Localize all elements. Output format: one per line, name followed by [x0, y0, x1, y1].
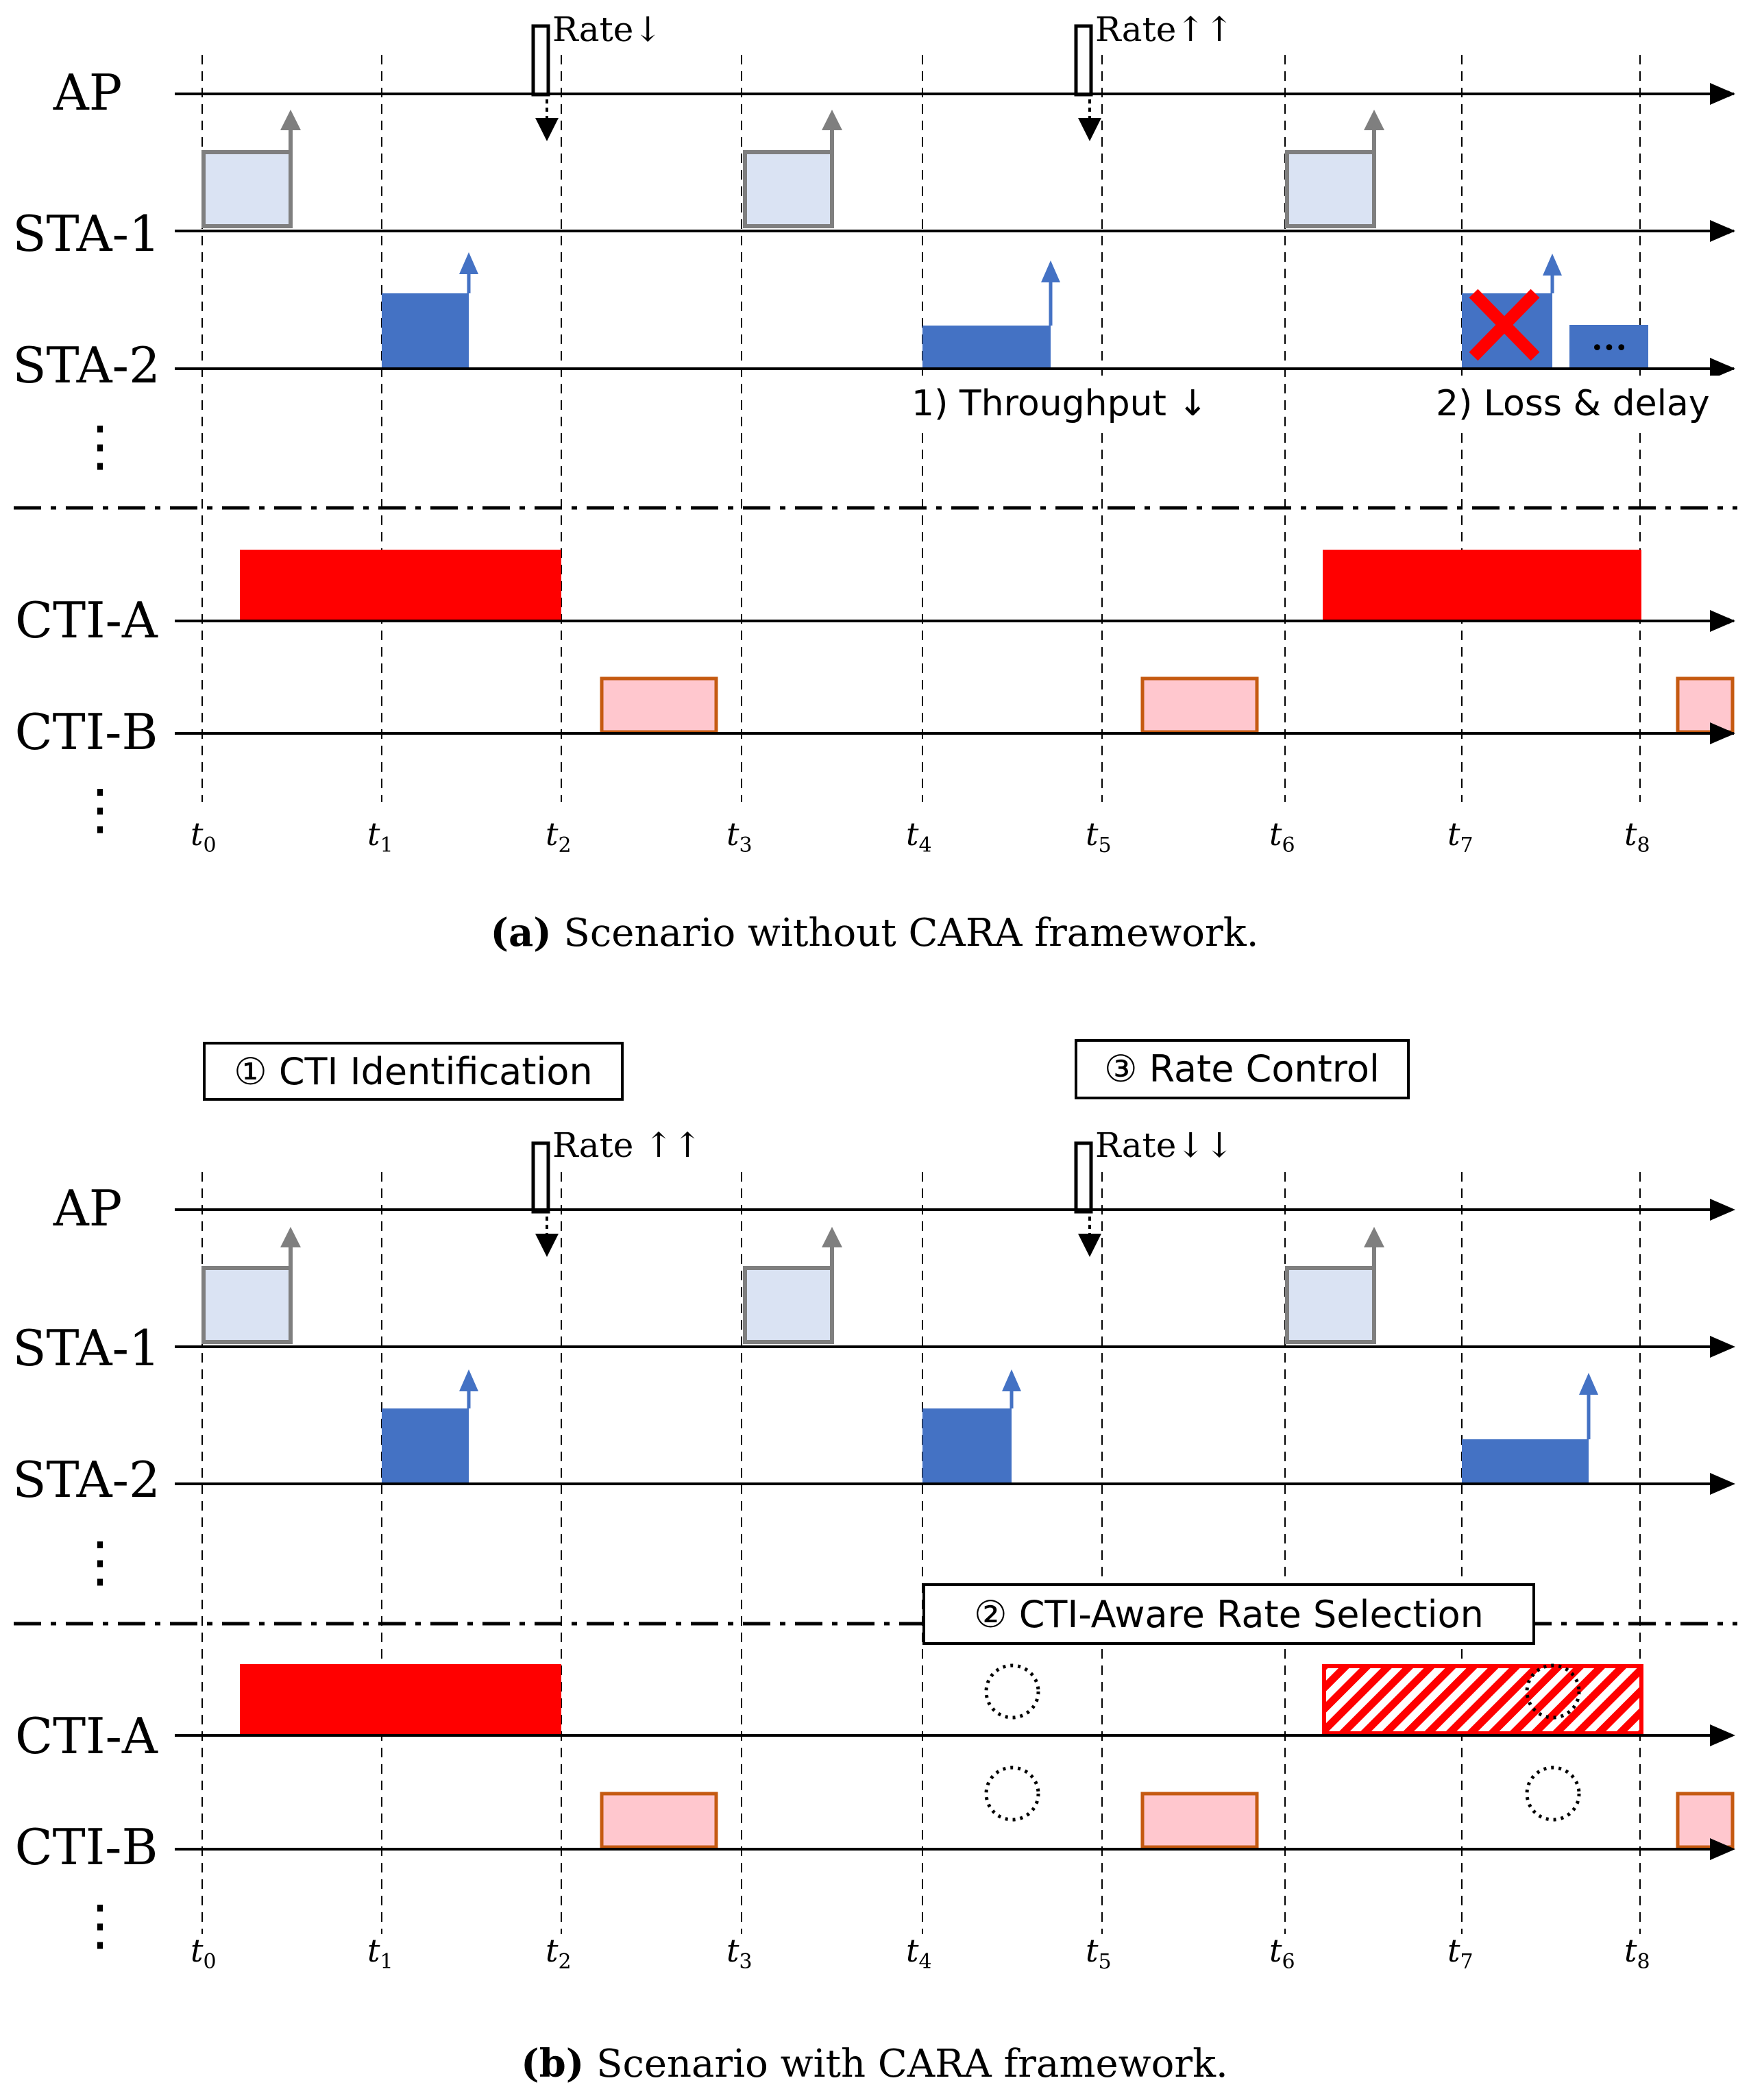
cti-aware-rate-selection-label: ② CTI-Aware Rate Selection: [974, 1593, 1484, 1636]
cti-frames-a: [240, 550, 1735, 734]
time-label-t7: t7: [1447, 816, 1473, 857]
row-label-cti-b: CTI-B: [15, 703, 158, 761]
rate-label-b-1: Rate ↑↑: [552, 1125, 702, 1165]
time-label-t4: t4: [906, 816, 932, 857]
svg-text:t2: t2: [546, 1932, 572, 1974]
svg-text:t4: t4: [906, 1932, 932, 1974]
empty-slot-circles: [984, 1663, 1581, 1822]
sta1-frames-a: [201, 150, 1376, 228]
time-label-t0: t0: [191, 816, 217, 857]
row-axes-a: [175, 90, 1735, 737]
sta2-uplink-arrows-a: [459, 252, 1562, 326]
ellipsis-sta: ⋮: [73, 414, 127, 478]
time-label-t2: t2: [546, 816, 572, 857]
svg-text:t3: t3: [726, 1932, 753, 1974]
time-labels-a: t0 t1 t2 t3 t4 t5 t6 t7 t8: [191, 816, 1650, 857]
cti-frames-b: [240, 1664, 1735, 1849]
rate-control-label: ③ Rate Control: [1104, 1047, 1380, 1090]
sta1-frames-b: [201, 1266, 1376, 1344]
cti-identification-label: ① CTI Identification: [234, 1050, 592, 1093]
rate-label-b-2: Rate↓↓: [1095, 1125, 1234, 1165]
ellipsis-cti-b: ⋮: [73, 1893, 127, 1957]
row-label-cti-a-b: CTI-A: [15, 1707, 158, 1765]
caption-a: (a) Scenario without CARA framework.: [490, 910, 1258, 955]
panel-b: ① CTI Identification ③ Rate Control: [12, 1039, 1737, 2086]
row-label-ap-b: AP: [53, 1180, 122, 1237]
rate-label-a-1: Rate↓: [552, 10, 662, 49]
row-label-sta1-b: STA-1: [12, 1319, 160, 1377]
time-gridlines-a: [201, 55, 1641, 802]
sta1-uplink-arrows-b: [280, 1227, 1384, 1268]
panel-a: ••• Rate↓ Rate↑↑: [12, 10, 1741, 955]
row-axis-heads-a: [1710, 83, 1735, 744]
row-label-sta2-b: STA-2: [12, 1451, 160, 1509]
row-label-sta1: STA-1: [12, 205, 160, 262]
rate-label-a-2: Rate↑↑: [1095, 10, 1234, 49]
annotation-throughput: 1) Throughput ↓: [912, 383, 1208, 424]
time-label-t1: t1: [367, 816, 393, 857]
sta1-uplink-arrows-a: [280, 110, 1384, 152]
caption-b: (b) Scenario with CARA framework.: [521, 2041, 1228, 2086]
time-gridlines-b: [201, 1172, 1641, 1934]
annotation-loss-delay: 2) Loss & delay: [1436, 383, 1710, 424]
row-label-sta2: STA-2: [12, 337, 160, 394]
cti-aware-rate-selection-box: [922, 1583, 1535, 1645]
ellipsis-sta-b: ⋮: [73, 1530, 127, 1594]
row-label-cti-a: CTI-A: [15, 591, 158, 649]
cti-identification-box: [203, 1042, 624, 1101]
sta2-frames-a: [382, 293, 1648, 369]
sta2-uplink-arrows-b: [459, 1369, 1598, 1439]
time-label-t6: t6: [1269, 816, 1295, 857]
ellipsis-cti: ⋮: [73, 777, 127, 841]
sta2-frames-b: [382, 1408, 1589, 1484]
svg-text:t7: t7: [1447, 1932, 1473, 1974]
annotation-bg-loss: [1432, 376, 1741, 426]
time-labels-b: t0 t1 t2 t3 t4 t5 t6 t7 t8: [191, 1932, 1650, 1974]
loss-x-icon: [1469, 289, 1540, 361]
svg-text:t1: t1: [367, 1932, 393, 1974]
svg-text:t5: t5: [1086, 1932, 1112, 1974]
time-label-t5: t5: [1086, 816, 1112, 857]
svg-text:t0: t0: [191, 1932, 217, 1974]
time-label-t3: t3: [726, 816, 753, 857]
svg-text:t8: t8: [1624, 1932, 1650, 1974]
row-label-cti-b-b: CTI-B: [15, 1818, 158, 1876]
row-axis-heads-b: [1710, 1199, 1735, 1860]
ap-rate-markers-b: [531, 1141, 1101, 1257]
rate-control-box: [1075, 1039, 1410, 1099]
row-axes-b: [175, 1208, 1713, 1851]
annotation-bg-throughput: [909, 376, 1224, 426]
svg-text:t6: t6: [1269, 1932, 1295, 1974]
time-label-t8: t8: [1624, 816, 1650, 857]
row-label-ap: AP: [53, 64, 122, 121]
ellipsis-more-icon: •••: [1591, 337, 1627, 361]
